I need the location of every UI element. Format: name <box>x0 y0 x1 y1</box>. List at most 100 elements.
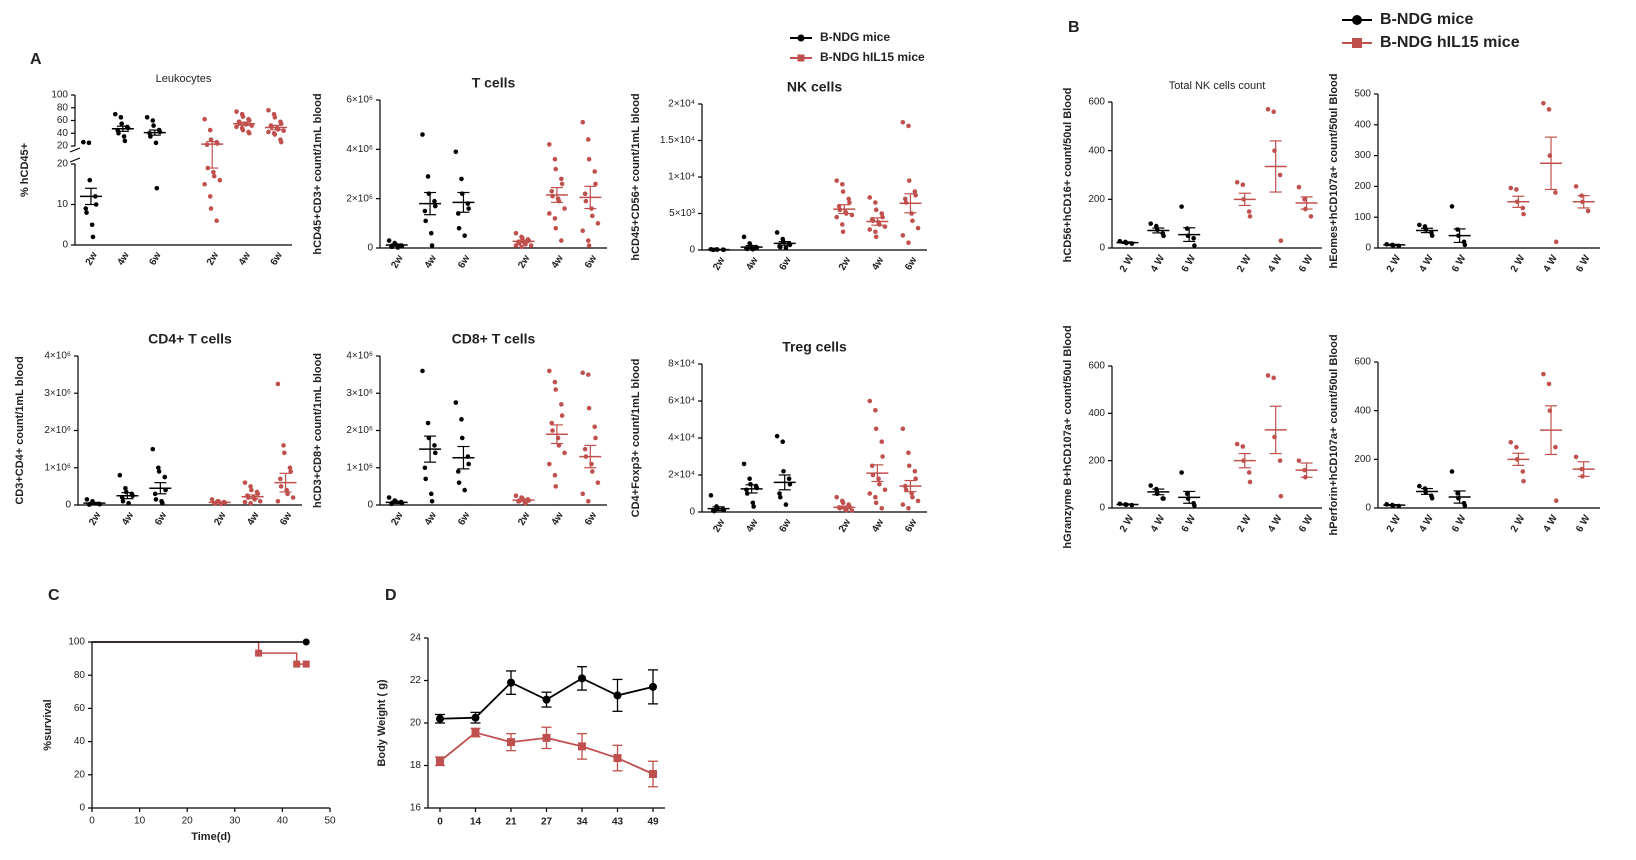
data-point <box>903 487 909 493</box>
censor-mark <box>293 660 301 668</box>
data-point <box>553 484 559 489</box>
panel-label: C <box>48 587 60 604</box>
y-tick-label: 20 <box>57 141 69 152</box>
data-point <box>432 450 438 456</box>
data-point <box>1546 107 1552 112</box>
x-tick-label: 21 <box>505 817 517 828</box>
data-point <box>278 139 284 145</box>
data-point <box>783 502 789 507</box>
data-point <box>425 420 431 426</box>
data-point <box>84 497 90 502</box>
x-tick-label: 27 <box>541 817 553 828</box>
data-point <box>112 111 118 117</box>
y-tick-label: 10 <box>57 199 69 210</box>
y-tick-label: 22 <box>410 675 422 686</box>
data-point <box>151 123 156 128</box>
data-point <box>121 134 127 139</box>
y-tick-label: 2×10⁴ <box>668 99 695 110</box>
x-tick-label: 6w <box>456 510 472 527</box>
data-point <box>1553 498 1559 504</box>
data-point <box>275 381 281 387</box>
data-point <box>613 754 622 763</box>
data-point <box>1508 185 1514 191</box>
data-point <box>747 476 752 482</box>
x-tick-label: 2w <box>516 253 532 270</box>
data-point <box>436 757 444 766</box>
chart-title: T cells <box>472 75 516 91</box>
data-point <box>1240 444 1246 449</box>
data-point <box>455 469 461 474</box>
x-tick-label: 2w <box>205 250 221 267</box>
data-point <box>144 115 150 120</box>
data-point <box>542 695 551 704</box>
data-point <box>1308 214 1314 219</box>
data-point <box>257 498 263 504</box>
x-tick-label: 6w <box>583 510 599 527</box>
data-point <box>781 469 786 474</box>
data-point <box>432 203 438 209</box>
data-point <box>1514 187 1519 192</box>
data-point <box>386 238 392 243</box>
y-tick-label: 20 <box>74 769 86 780</box>
data-point <box>1296 184 1302 190</box>
data-point <box>559 238 564 243</box>
data-point <box>1271 109 1276 115</box>
data-point <box>906 178 912 183</box>
x-tick-label: 6 W <box>1297 253 1316 274</box>
data-point <box>1541 371 1546 377</box>
data-point <box>880 454 885 459</box>
y-tick-label: 0 <box>689 245 695 256</box>
x-tick-label: 2w <box>389 510 405 527</box>
x-tick-label: 10 <box>134 816 146 827</box>
x-tick-label: 4 W <box>1266 513 1285 534</box>
x-tick-label: 4w <box>120 510 136 527</box>
data-point <box>1179 470 1184 475</box>
data-point <box>207 194 213 199</box>
data-point <box>559 176 564 182</box>
x-tick-label: 4 W <box>1149 253 1168 274</box>
x-axis-label: Time(d) <box>191 831 231 843</box>
data-point <box>590 213 595 219</box>
data-point <box>873 426 879 432</box>
data-point <box>83 206 89 211</box>
data-point <box>240 127 246 133</box>
y-tick-label: 80 <box>57 102 69 113</box>
data-point <box>513 243 519 248</box>
x-tick-label: 6w <box>278 510 294 527</box>
x-tick-label: 6 W <box>1450 253 1469 274</box>
data-point <box>1246 209 1252 214</box>
data-point <box>867 398 873 404</box>
data-point <box>423 218 428 224</box>
data-point <box>1546 381 1552 387</box>
data-point <box>912 469 918 474</box>
data-point <box>428 491 434 497</box>
data-point <box>549 420 555 426</box>
data-point <box>649 682 657 691</box>
data-point <box>275 498 281 504</box>
x-tick-label: 4w <box>550 510 566 527</box>
data-point <box>1278 238 1284 243</box>
data-point <box>248 500 253 506</box>
data-point <box>89 222 95 228</box>
data-point <box>583 198 589 204</box>
data-point <box>462 233 467 238</box>
data-point <box>774 433 780 439</box>
data-point <box>249 123 255 128</box>
data-point <box>456 480 462 485</box>
data-point <box>839 222 845 227</box>
data-point <box>592 169 598 174</box>
x-tick-label: 6w <box>456 253 472 270</box>
data-point <box>580 370 586 376</box>
y-tick-label: 40 <box>57 128 69 139</box>
x-tick-label: 6w <box>153 510 169 527</box>
y-tick-label: 0 <box>367 243 373 254</box>
data-point <box>559 413 565 418</box>
data-point <box>428 230 434 236</box>
data-point <box>1541 100 1546 106</box>
data-point <box>593 181 598 187</box>
data-point <box>208 137 214 142</box>
y-axis-label: hGranzyme B+hCD107a+ count/50ul Blood <box>1062 325 1074 548</box>
data-point <box>552 216 558 221</box>
data-point <box>154 186 160 191</box>
